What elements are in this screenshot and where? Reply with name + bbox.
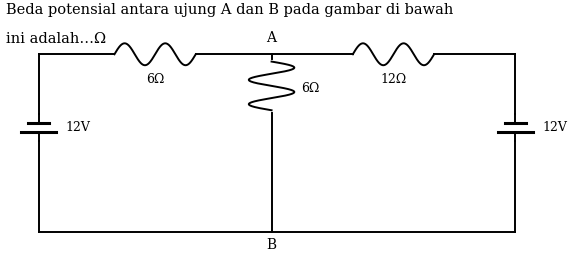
Text: 12Ω: 12Ω (381, 73, 407, 86)
Text: ini adalah…Ω: ini adalah…Ω (6, 32, 106, 46)
Text: A: A (266, 30, 277, 44)
Text: 6Ω: 6Ω (146, 73, 164, 86)
Text: 6Ω: 6Ω (302, 82, 320, 95)
Text: B: B (266, 238, 277, 252)
Text: 12V: 12V (66, 121, 90, 134)
Text: 12V: 12V (542, 121, 567, 134)
Text: Beda potensial antara ujung A dan B pada gambar di bawah: Beda potensial antara ujung A dan B pada… (6, 3, 453, 17)
